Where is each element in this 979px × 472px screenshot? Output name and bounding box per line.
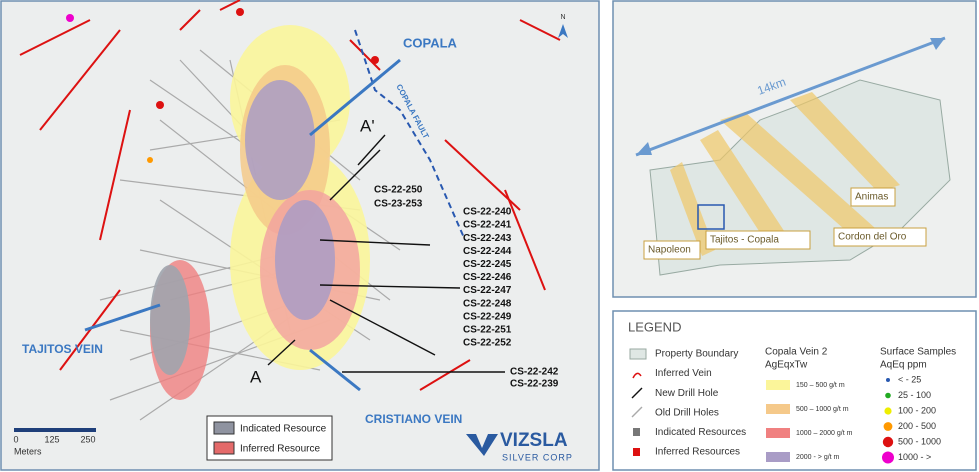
legend-item: 25 - 100 — [898, 390, 931, 400]
legend-item: 2000 - > g/t m — [796, 454, 840, 461]
hole-label: CS-22-245 — [463, 259, 512, 270]
legend: LEGEND Copala Vein 2 AgEqxTw Surface Sam… — [612, 310, 977, 471]
scale-tick-label: 0 — [13, 434, 18, 444]
vein-label: TAJITOS VEIN — [22, 342, 103, 356]
area-box — [833, 227, 927, 247]
hole-label: CS-22-241 — [463, 220, 512, 231]
area-box — [643, 240, 701, 260]
legend-item: Old Drill Holes — [655, 407, 719, 418]
legend-item: 500 - 1000 — [898, 436, 941, 446]
hole-label: CS-22-252 — [463, 338, 512, 349]
legend-item: Inferred Vein — [655, 368, 712, 379]
legend-item: Indicated Resources — [655, 427, 746, 438]
legend-item: < - 25 — [898, 374, 921, 384]
legend-dot — [883, 422, 893, 431]
scale-tick-label: 125 — [44, 434, 59, 444]
area-box — [850, 187, 896, 207]
legend-item: 200 - 500 — [898, 421, 936, 431]
hole-label: CS-22-240 — [463, 207, 512, 218]
legend-item: 150 – 500 g/t m — [796, 382, 845, 389]
legend-dot — [886, 378, 890, 382]
section-label: A' — [360, 116, 375, 135]
area-label: Animas — [855, 192, 888, 203]
inferred-veins — [19, 0, 561, 391]
legend-item: Property Boundary — [655, 349, 738, 360]
copala-label: COPALA — [403, 35, 458, 50]
legend-item: 100 - 200 — [898, 405, 936, 415]
legend-heading: AqEq ppm — [880, 360, 927, 371]
legend-swatch — [766, 452, 790, 462]
legend-dot — [882, 436, 894, 448]
legend-swatch — [766, 404, 790, 414]
logo-name: VIZSLA — [500, 430, 568, 451]
logo-subtitle: SILVER CORP — [502, 452, 573, 462]
legend-swatch — [766, 428, 790, 438]
legend-item: Inferred Resources — [655, 447, 740, 458]
legend-title: LEGEND — [628, 319, 681, 334]
legend-item: 1000 - > — [898, 452, 931, 462]
resource-legend-label: Indicated Resource — [240, 424, 327, 435]
hole-label: CS-22-243 — [463, 233, 512, 244]
legend-heading: AgEqxTw — [765, 360, 808, 371]
area-label: Napoleon — [648, 245, 691, 256]
legend-swatch — [766, 380, 790, 390]
legend-dot — [885, 392, 891, 399]
legend-item: 500 – 1000 g/t m — [796, 406, 849, 413]
hole-label: CS-22-250 — [374, 185, 423, 196]
scale-tick-label: 250 — [80, 434, 95, 444]
vein-label: CRISTIANO VEIN — [365, 412, 462, 426]
legend-item: 1000 – 2000 g/t m — [796, 430, 853, 437]
hole-label: CS-22-246 — [463, 272, 512, 283]
scale-unit: Meters — [14, 446, 42, 456]
section-label: A — [250, 367, 262, 386]
hole-label: CS-22-242 — [510, 367, 559, 378]
area-box — [705, 230, 811, 250]
resource-legend-label: Inferred Resource — [240, 444, 320, 455]
north-label: N — [560, 14, 565, 21]
hole-label: CS-22-239 — [510, 379, 559, 390]
hole-label: CS-22-248 — [463, 298, 512, 309]
hole-label: CS-22-244 — [463, 246, 512, 257]
main-map: N COPALA COPALA FAULT A' A TAJITOS VEIN … — [0, 0, 600, 471]
hole-label: CS-22-249 — [463, 311, 512, 322]
legend-heading: Surface Samples — [880, 347, 956, 358]
legend-dot — [882, 451, 894, 464]
hole-label: CS-23-253 — [374, 199, 423, 210]
scale-bar: 0 125 250 — [13, 434, 95, 444]
legend-item: New Drill Hole — [655, 388, 719, 399]
legend-dot — [884, 407, 892, 415]
legend-heading: Copala Vein 2 — [765, 347, 828, 358]
hole-label: CS-22-247 — [463, 285, 512, 296]
area-label: Tajitos - Copala — [710, 235, 779, 246]
area-label: Cordon del Oro — [838, 232, 907, 243]
hole-label: CS-22-251 — [463, 325, 512, 336]
